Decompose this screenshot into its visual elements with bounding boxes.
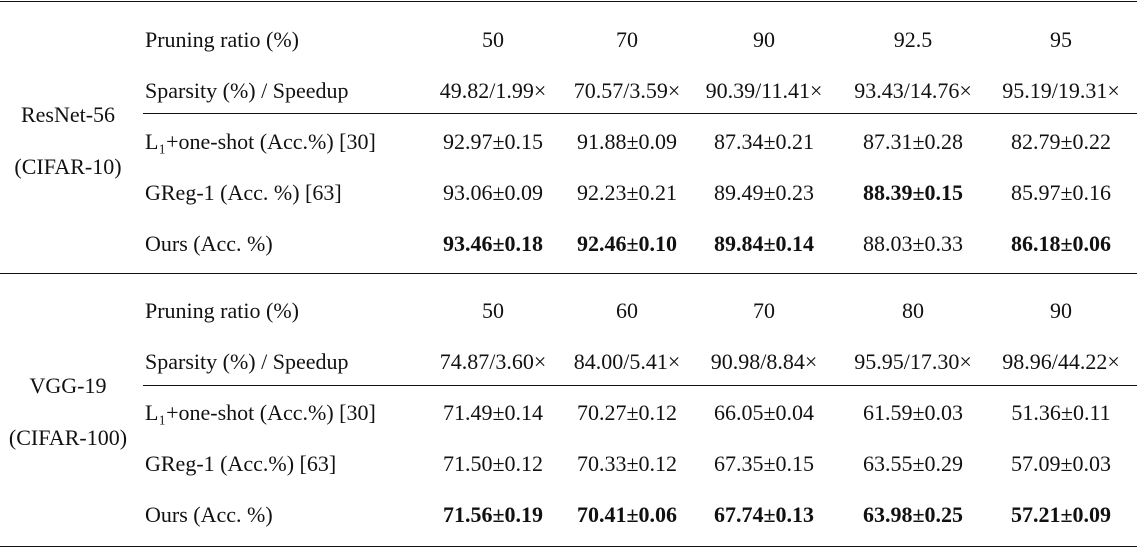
cell: 50 <box>482 298 504 323</box>
top-rule <box>0 1 1137 2</box>
cell: 63.55±0.29 <box>862 451 964 476</box>
mid-rule <box>143 385 1137 386</box>
cell: 92.97±0.15 <box>442 129 544 154</box>
row-label: L₁+one-shot (Acc.%) [30] <box>145 400 376 425</box>
cell: 49.82/1.99× <box>439 78 547 103</box>
cell: 92.46±0.10 <box>576 231 678 256</box>
cell: 92.5 <box>893 27 933 52</box>
cell: 67.74±0.13 <box>713 502 815 527</box>
cell: 51.36±0.11 <box>1011 400 1111 425</box>
row-label: L₁+one-shot (Acc.%) [30] <box>145 129 376 154</box>
cell: 71.50±0.12 <box>442 451 544 476</box>
row-label: Ours (Acc. %) <box>145 502 273 527</box>
mid-rule <box>143 113 1137 114</box>
cell: 67.35±0.15 <box>713 451 815 476</box>
cell: 87.31±0.28 <box>862 129 964 154</box>
group-label: (CIFAR-10) <box>14 154 122 179</box>
cell: 80 <box>902 298 924 323</box>
cell: 50 <box>482 27 504 52</box>
cell: 90 <box>1050 298 1072 323</box>
cell: 95.19/19.31× <box>1002 78 1120 103</box>
group-label: (CIFAR-100) <box>8 425 128 450</box>
cell: 88.39±0.15 <box>862 180 964 205</box>
cell: 71.56±0.19 <box>442 502 544 527</box>
cell: 98.96/44.22× <box>1002 349 1120 374</box>
row-label: GReg-1 (Acc. %) [63] <box>145 180 342 205</box>
cell: 66.05±0.04 <box>713 400 815 425</box>
cell: 89.84±0.14 <box>713 231 815 256</box>
block-rule <box>0 273 1137 274</box>
row-label: Pruning ratio (%) <box>145 298 299 323</box>
cell: 85.97±0.16 <box>1010 180 1112 205</box>
cell: 91.88±0.09 <box>576 129 678 154</box>
cell: 70.27±0.12 <box>576 400 678 425</box>
cell: 95 <box>1050 27 1072 52</box>
cell: 70 <box>616 27 638 52</box>
row-label: GReg-1 (Acc.%) [63] <box>145 451 337 476</box>
group-label: VGG-19 <box>29 373 107 398</box>
cell: 88.03±0.33 <box>862 231 964 256</box>
cell: 74.87/3.60× <box>439 349 547 374</box>
cell: 61.59±0.03 <box>862 400 964 425</box>
row-label: Ours (Acc. %) <box>145 231 273 256</box>
row-label: Pruning ratio (%) <box>145 27 299 52</box>
cell: 89.49±0.23 <box>713 180 815 205</box>
cell: 93.06±0.09 <box>442 180 544 205</box>
cell: 82.79±0.22 <box>1010 129 1112 154</box>
cell: 70.33±0.12 <box>576 451 678 476</box>
cell: 93.46±0.18 <box>442 231 544 256</box>
cell: 93.43/14.76× <box>854 78 972 103</box>
cell: 90 <box>753 27 775 52</box>
cell: 90.98/8.84× <box>710 349 818 374</box>
row-label: Sparsity (%) / Speedup <box>145 78 349 103</box>
cell: 71.49±0.14 <box>442 400 544 425</box>
cell: 70.41±0.06 <box>576 502 678 527</box>
cell: 70 <box>753 298 775 323</box>
cell: 95.95/17.30× <box>854 349 972 374</box>
group-label: ResNet-56 <box>20 102 116 127</box>
bottom-rule <box>0 546 1137 547</box>
row-label: Sparsity (%) / Speedup <box>145 349 349 374</box>
cell: 92.23±0.21 <box>576 180 678 205</box>
cell: 63.98±0.25 <box>862 502 964 527</box>
cell: 60 <box>616 298 638 323</box>
cell: 57.21±0.09 <box>1010 502 1112 527</box>
cell: 84.00/5.41× <box>573 349 681 374</box>
cell: 90.39/11.41× <box>705 78 823 103</box>
cell: 87.34±0.21 <box>713 129 815 154</box>
cell: 57.09±0.03 <box>1010 451 1112 476</box>
cell: 70.57/3.59× <box>573 78 681 103</box>
cell: 86.18±0.06 <box>1010 231 1112 256</box>
